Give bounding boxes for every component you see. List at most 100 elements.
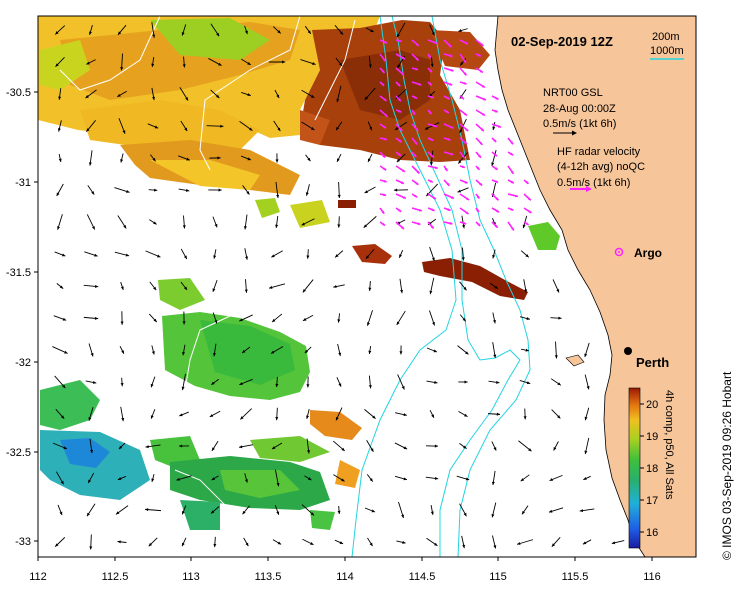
current-vector [520,474,530,482]
current-vector [301,121,315,131]
current-vector [180,281,188,291]
current-vector [182,344,186,356]
hf-vector [427,137,434,142]
current-vector [363,216,377,228]
hf-vector [507,165,515,175]
current-vector [178,188,190,192]
current-vector [239,408,253,420]
hf-vector [491,109,499,113]
current-vector [181,505,187,515]
hf-vector [379,207,385,215]
rottnest-island [565,354,585,367]
hf-vector [443,207,451,212]
current-vector [548,507,564,513]
current-vector [56,183,64,197]
hf-vector [459,95,465,100]
hf-vector [443,109,450,114]
current-vector [551,537,561,547]
hf-vector [459,165,466,169]
hf-radar-vectors [379,39,532,231]
colorbar [628,387,641,549]
hf-vector [491,193,500,201]
current-vector [457,345,469,355]
hf-vector [443,165,449,172]
current-vector [272,26,282,34]
hf-vector [427,207,435,212]
hf-vector [459,81,467,85]
current-vector [117,475,127,481]
nrt-label-line1: NRT00 GSL [543,87,603,99]
hf-vector [459,179,468,184]
current-vector [337,181,341,199]
current-vector [306,409,310,419]
current-vector [397,374,405,390]
current-vector [491,149,497,167]
current-vector [399,278,404,294]
current-vector [366,474,374,482]
current-vector [179,87,189,101]
current-vector [145,444,161,449]
current-vector [275,376,279,388]
hf-vector [427,95,435,99]
current-vector [275,407,279,421]
hf-vector [443,151,454,156]
current-vector [56,471,64,485]
current-vector [335,57,343,67]
hf-vector [395,207,402,213]
hf-vector [443,95,451,100]
perth-marker [624,347,632,355]
hf-vector [427,123,438,128]
hf-vector [395,179,405,185]
current-vector [117,24,127,36]
current-vector [120,53,124,71]
hf-vector [411,165,421,175]
current-vector [151,345,155,355]
hf-vector [411,95,418,100]
current-vector [212,312,218,324]
hf-vector [379,221,386,227]
current-vector [492,342,497,358]
hf-vector [379,53,387,62]
current-vector [151,56,155,68]
current-vector [364,409,376,419]
current-vector [58,153,62,163]
hf-vector [395,123,403,132]
current-vector [334,250,344,258]
current-vector [337,343,342,357]
current-vector [368,56,372,68]
hf-vector [475,67,484,74]
credit-text: © IMOS 03-Sep-2019 09:26 Hobart [720,371,734,560]
map-title: 02-Sep-2019 12Z [511,34,613,49]
current-vector [366,310,373,326]
current-vector [551,409,561,419]
hf-vector [411,137,418,146]
current-vector [458,410,468,418]
current-vector [89,438,94,454]
hf-vector [475,109,486,117]
hf-vector [459,39,469,45]
current-vector [554,341,558,359]
y-tick-label: -31 [15,177,31,189]
current-vector [521,505,529,515]
hf-vector [395,39,402,43]
current-vector [244,279,248,293]
current-vector [179,411,189,417]
current-vector [86,214,96,230]
current-vector [333,284,345,289]
current-vector [459,58,467,66]
current-vector [304,25,312,35]
current-vector [429,310,435,326]
current-vector [368,345,372,355]
colorbar-tick-label: 20 [646,399,658,411]
current-vector [213,536,217,548]
hf-vector [475,221,481,227]
current-vector [144,508,162,512]
current-vector [181,373,186,391]
current-vector [83,284,99,288]
hf-vector [491,179,499,184]
current-vector [213,343,217,357]
depth-legend-1000m: 1000m [650,45,684,57]
current-vector [114,187,130,193]
current-vector [459,503,467,517]
x-tick-label: 115 [489,571,507,583]
